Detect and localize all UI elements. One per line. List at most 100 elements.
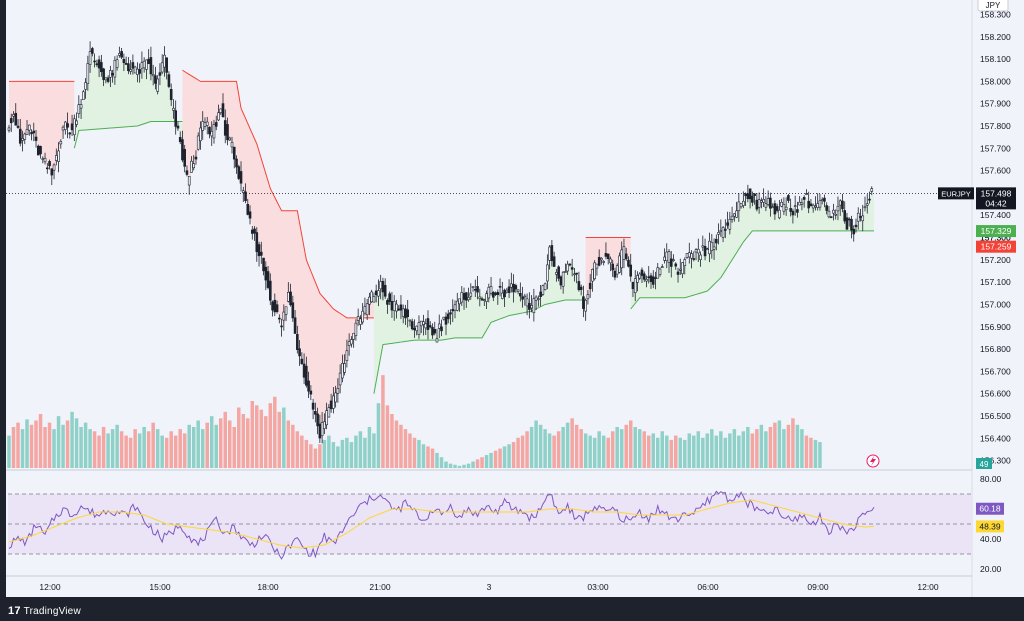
candle-body [512,283,515,293]
candle-body [57,150,60,162]
candle-body [852,228,856,235]
candle-body [845,217,849,230]
candle-body [27,124,31,131]
candle-body [633,278,637,294]
candle-body [687,252,691,258]
candle-body [841,200,844,210]
candle-body [167,74,171,87]
candle-body [462,293,466,300]
candle-body [390,301,394,311]
candle-body [368,296,371,305]
volume-bar [345,437,349,468]
candle-body [115,59,119,68]
candle-body [561,271,565,287]
candle-body [586,294,590,300]
volume-bar [11,426,16,468]
candle-body [510,283,513,288]
candle-body [856,212,860,222]
volume-bar [484,455,489,468]
candle-body [325,410,328,426]
volume-bar [624,424,628,468]
volume-bar [97,435,101,468]
candle-body [208,126,211,135]
candle-body [593,262,596,280]
candle-body [627,259,630,267]
volume-bar [29,424,34,468]
volume-bar [363,437,367,468]
candle-body [32,130,36,134]
candle-body [615,265,619,275]
candle-body [609,258,612,264]
volume-bar [250,401,255,468]
volume-bar [583,433,588,468]
candle-body [557,266,560,279]
candle-body [194,156,198,160]
volume-bar [732,429,737,468]
time-tick-label: 3 [487,582,492,592]
candle-body [370,291,373,303]
footer-bar [0,597,1024,621]
candle-body [226,124,229,141]
volume-bar [426,446,430,468]
candle-body [712,246,716,250]
volume-bar [421,444,426,468]
candle-body [336,387,340,394]
candle-body [753,193,756,196]
currency-badge: JPY [977,0,1009,12]
candle-body [377,290,380,297]
candle-body [386,300,389,305]
candle-body [68,132,72,135]
candle-body [147,58,150,65]
candle-body [356,316,360,321]
rsi-indicator [8,490,972,560]
volume-bar [714,435,719,468]
supertrend-up-fill [373,250,586,394]
volume-bar [196,420,200,468]
supertrend-down-label: 157.259 [976,240,1016,253]
volume-bar [264,416,268,468]
candle-body [681,262,684,275]
volume-bar [480,457,484,468]
candle-body [142,60,146,69]
candle-body [250,229,254,234]
volume-bar [83,422,88,468]
volume-bar [38,414,43,468]
volume-bar [282,407,286,468]
volume-bar [719,431,723,468]
candle-body [273,299,277,313]
supertrend-up-value: 157.329 [981,226,1012,236]
candle-body [721,227,725,238]
candle-body [505,289,509,293]
candle-body [492,291,495,298]
volume-bar [435,452,439,468]
volume-bar [205,422,209,468]
volume-bar [804,435,809,468]
volume-bar [70,411,74,468]
candle-body [850,219,853,231]
candle-body [570,267,574,270]
volume-series [7,375,822,468]
time-tick-label: 12:00 [39,582,61,592]
supertrend-up-label: 157.329 [976,225,1016,238]
candle-body [559,276,563,286]
candle-body [406,309,410,318]
volume-bar [88,429,92,468]
price-tick-label: 156.400 [980,433,1011,443]
volume-bar [56,416,61,468]
candle-body [703,245,707,257]
candle-body [212,124,216,139]
volume-bar [439,457,444,468]
candle-body [217,112,220,121]
price-tick-label: 157.300 [980,233,1011,243]
candle-body [88,51,92,65]
volume-bar [273,396,277,468]
volume-bar [214,424,218,468]
tradingview-logo[interactable]: 17 TradingView [8,605,81,617]
volume-bar [79,426,83,468]
candle-body [196,135,200,150]
candle-body [773,203,777,215]
volume-bar [178,429,182,468]
candle-body [235,158,238,168]
